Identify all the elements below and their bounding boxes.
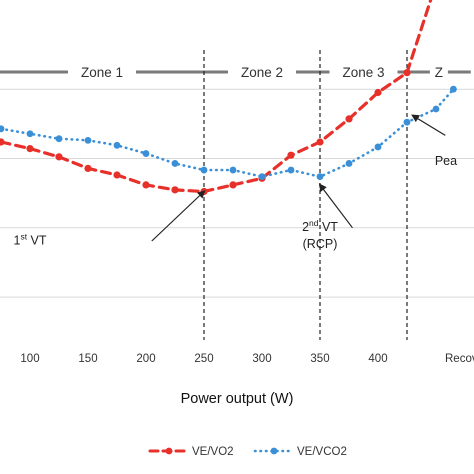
series-1-point-2 [55, 135, 63, 143]
legend-label-1: VE/VCO2 [297, 446, 347, 458]
series-1-point-0 [0, 125, 5, 133]
annotation-arrow-2 [411, 114, 446, 136]
series-1-point-7 [200, 166, 208, 174]
series-line-0 [0, 0, 433, 194]
x-tick-3: 250 [194, 353, 213, 365]
series-1-point-4 [113, 141, 121, 149]
x-axis-ticks: 100 150 200 250 300 350 400 Recov [20, 353, 474, 365]
series-1-point-11 [316, 173, 324, 181]
series-1-point-1 [26, 130, 34, 138]
series-1-point-12 [345, 160, 353, 167]
legend-marker-1 [270, 447, 278, 455]
series-0-point-5 [142, 181, 150, 189]
legend: VE/VO2 VE/VCO2 [148, 446, 347, 458]
x-tick-0: 100 [20, 353, 39, 365]
x-tick-6: 400 [368, 353, 387, 365]
x-axis-title: Power output (W) [181, 391, 294, 407]
x-tick-5: 350 [310, 353, 329, 365]
series-1-point-3 [84, 136, 92, 144]
legend-label-0: VE/VO2 [192, 446, 234, 458]
annotations: 1st VT 2nd VT (RCP) Pea [13, 114, 457, 251]
annotation-label-0: 1st VT [13, 231, 46, 247]
annotation-label-2: Pea [435, 154, 457, 168]
series-1-point-10 [287, 166, 295, 174]
annotation-arrow-1 [318, 183, 353, 229]
legend-marker-0 [165, 447, 173, 455]
series-1-point-13 [374, 143, 382, 151]
series-0-point-2 [55, 153, 63, 161]
series-0-point-10 [287, 151, 295, 159]
series-0-point-0 [0, 138, 5, 146]
series-1-point-6 [171, 160, 179, 167]
x-tick-7: Recov [445, 353, 474, 365]
annotation-label-1: 2nd VT [302, 218, 338, 234]
annotation-arrow-0 [151, 190, 206, 242]
series-0-point-8 [229, 181, 237, 189]
series-1-point-16 [450, 85, 457, 93]
series-0-point-13 [374, 88, 382, 97]
x-tick-4: 300 [252, 353, 271, 365]
zone-labels: Zone 1 Zone 2 Zone 3 Z [0, 65, 471, 80]
zone-label-1: Zone 2 [241, 65, 283, 80]
series-line-1 [0, 87, 455, 179]
series-0-point-11 [316, 138, 324, 146]
series-1-point-9 [258, 173, 266, 181]
threshold-lines [203, 50, 408, 340]
series-1-point-14 [403, 118, 411, 126]
zone-label-3: Z [435, 65, 443, 80]
series-0-point-4 [113, 171, 121, 179]
zone-label-0: Zone 1 [81, 65, 123, 80]
series-0-point-3 [84, 164, 92, 172]
series-1-point-5 [142, 150, 150, 157]
series-0-point-14 [403, 69, 411, 77]
x-tick-2: 200 [136, 353, 155, 365]
series-1-point-15 [432, 105, 440, 113]
series-0-point-6 [171, 186, 179, 194]
series-lines [0, 0, 457, 196]
zone-label-2: Zone 3 [342, 65, 384, 80]
series-1-point-8 [229, 166, 237, 174]
gridlines [0, 88, 474, 298]
x-tick-1: 150 [78, 353, 97, 365]
annotation-sublabel-1: (RCP) [303, 237, 338, 251]
series-0-point-1 [26, 145, 34, 153]
series-0-point-12 [345, 115, 353, 123]
